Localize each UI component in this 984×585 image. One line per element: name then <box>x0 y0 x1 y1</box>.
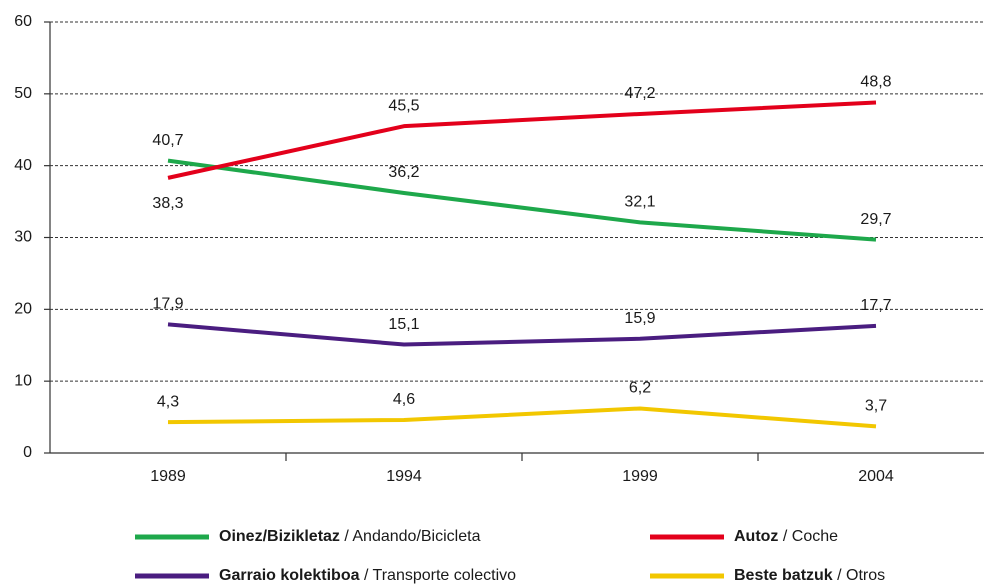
y-tick-label: 60 <box>14 13 32 30</box>
data-label: 4,6 <box>393 391 415 408</box>
data-label: 15,1 <box>388 316 419 333</box>
data-label: 40,7 <box>152 132 183 149</box>
x-tick-label: 2004 <box>858 468 894 485</box>
x-tick-label: 1999 <box>622 468 658 485</box>
data-label: 32,1 <box>624 194 655 211</box>
y-tick-label: 40 <box>14 157 32 174</box>
legend-label: Garraio kolektiboa / Transporte colectiv… <box>219 567 516 584</box>
data-label: 29,7 <box>860 211 891 228</box>
data-label: 17,9 <box>152 296 183 313</box>
y-tick-label: 50 <box>14 85 32 102</box>
series-line <box>167 100 877 180</box>
data-label: 36,2 <box>388 164 419 181</box>
data-label: 3,7 <box>865 398 887 415</box>
data-label: 47,2 <box>624 85 655 102</box>
data-label: 17,7 <box>860 297 891 314</box>
data-label: 15,9 <box>624 310 655 327</box>
data-label: 45,5 <box>388 97 419 114</box>
x-tick-label: 1989 <box>150 468 186 485</box>
x-tick-label: 1994 <box>386 468 422 485</box>
y-tick-label: 10 <box>14 372 32 389</box>
series-line <box>167 158 877 242</box>
legend-label: Beste batzuk / Otros <box>734 567 885 584</box>
series-line <box>167 322 877 347</box>
y-tick-label: 20 <box>14 301 32 318</box>
data-label: 6,2 <box>629 380 651 397</box>
legend-label: Autoz / Coche <box>734 528 838 545</box>
y-tick-label: 30 <box>14 229 32 246</box>
y-tick-label: 0 <box>23 444 32 461</box>
data-label: 4,3 <box>157 393 179 410</box>
data-label: 38,3 <box>152 195 183 212</box>
series-line <box>167 406 877 429</box>
legend-label: Oinez/Bizikletaz / Andando/Bicicleta <box>219 528 481 545</box>
data-label: 48,8 <box>860 74 891 91</box>
